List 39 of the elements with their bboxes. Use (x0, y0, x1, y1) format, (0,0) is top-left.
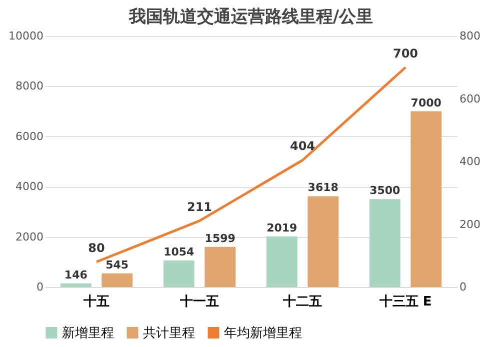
x-tick-label: 十二五 (282, 294, 322, 310)
bar (308, 196, 339, 287)
data-label: 211 (186, 200, 212, 214)
bar (266, 236, 298, 287)
y2-tick-label: 200 (460, 218, 480, 231)
data-label: 146 (64, 268, 88, 282)
data-label: 3618 (308, 181, 338, 194)
data-label: 2019 (266, 221, 298, 234)
y-tick-label: 6000 (16, 130, 44, 143)
y2-tick-label: 0 (460, 280, 466, 294)
x-tick-label: 十五 (82, 294, 110, 310)
y-tick-label: 10000 (8, 30, 44, 42)
y2-tick-label: 600 (460, 92, 480, 106)
legend-label: 年均新增里程 (224, 326, 302, 341)
data-label: 7000 (410, 96, 442, 110)
y-tick-label: 4000 (16, 180, 44, 194)
y2-tick-label: 400 (460, 155, 480, 168)
data-label: 404 (290, 139, 316, 154)
data-label: 1599 (204, 232, 236, 245)
chart-title: 我国轨道交通运营路线里程/公里 (128, 7, 374, 27)
data-label: 3500 (370, 184, 401, 198)
y2-tick-label: 800 (460, 30, 480, 42)
y-tick-label: 8000 (16, 80, 44, 93)
legend-label: 共计里程 (143, 326, 195, 341)
bar (102, 273, 133, 287)
bar (369, 199, 400, 287)
x-tick-label: 十三五 E (378, 294, 432, 310)
data-label: 700 (392, 46, 418, 60)
bar (60, 283, 92, 287)
data-label: 80 (88, 240, 105, 255)
x-tick-label: 十一五 (179, 294, 219, 310)
bar (163, 260, 194, 287)
y-tick-label: 0 (36, 280, 44, 294)
data-label: 1054 (164, 246, 195, 259)
bar (410, 111, 442, 287)
legend-label: 新增里程 (62, 326, 114, 341)
y-tick-label: 2000 (16, 230, 44, 244)
data-label: 545 (106, 258, 129, 272)
bar (204, 246, 236, 287)
